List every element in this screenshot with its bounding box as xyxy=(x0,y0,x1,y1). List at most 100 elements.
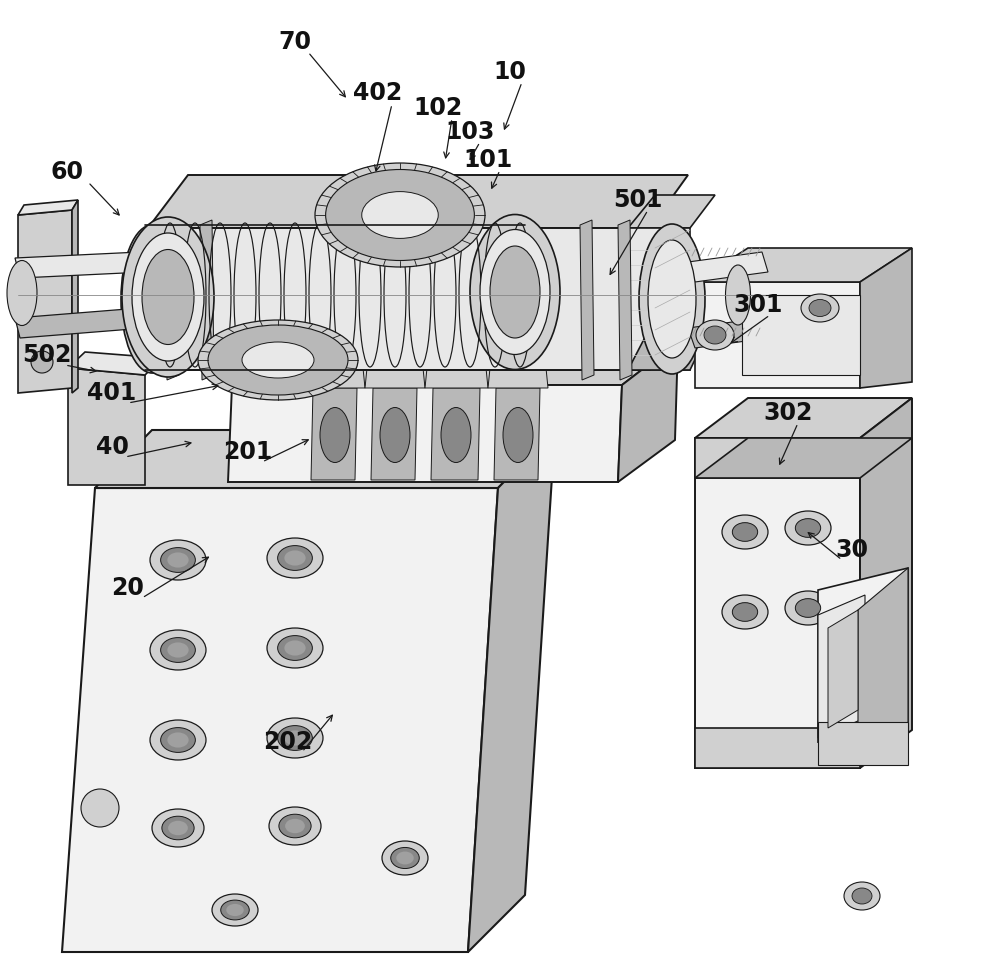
Ellipse shape xyxy=(150,720,206,760)
Polygon shape xyxy=(695,398,912,438)
Ellipse shape xyxy=(362,191,438,238)
Ellipse shape xyxy=(278,725,312,751)
Polygon shape xyxy=(688,252,768,282)
Text: 201: 201 xyxy=(223,440,273,464)
Ellipse shape xyxy=(285,819,305,834)
Ellipse shape xyxy=(267,628,323,668)
Polygon shape xyxy=(818,722,908,765)
Ellipse shape xyxy=(31,351,53,373)
Polygon shape xyxy=(165,220,179,380)
Text: 103: 103 xyxy=(445,120,495,144)
Ellipse shape xyxy=(132,233,204,361)
Ellipse shape xyxy=(121,225,183,373)
Polygon shape xyxy=(628,318,715,370)
Polygon shape xyxy=(95,430,555,488)
Ellipse shape xyxy=(142,250,194,345)
Polygon shape xyxy=(431,388,480,480)
Ellipse shape xyxy=(391,847,419,869)
Text: 401: 401 xyxy=(87,381,137,405)
Ellipse shape xyxy=(326,170,474,261)
Polygon shape xyxy=(488,348,548,388)
Polygon shape xyxy=(311,388,357,480)
Text: 40: 40 xyxy=(96,435,128,459)
Text: 301: 301 xyxy=(733,293,783,317)
Ellipse shape xyxy=(212,894,258,926)
Polygon shape xyxy=(148,238,628,362)
Text: 70: 70 xyxy=(278,30,312,54)
Polygon shape xyxy=(365,348,425,388)
Polygon shape xyxy=(695,438,860,478)
Ellipse shape xyxy=(150,630,206,670)
Ellipse shape xyxy=(722,515,768,549)
Polygon shape xyxy=(818,595,865,738)
Ellipse shape xyxy=(7,261,37,326)
Ellipse shape xyxy=(726,265,750,325)
Ellipse shape xyxy=(150,540,206,580)
Text: 20: 20 xyxy=(112,576,144,600)
Ellipse shape xyxy=(785,511,831,545)
Polygon shape xyxy=(618,220,632,380)
Polygon shape xyxy=(68,368,145,485)
Polygon shape xyxy=(618,342,678,482)
Ellipse shape xyxy=(284,730,306,746)
Ellipse shape xyxy=(167,642,189,658)
Polygon shape xyxy=(695,438,860,768)
Ellipse shape xyxy=(380,408,410,463)
Polygon shape xyxy=(628,195,715,228)
Polygon shape xyxy=(371,388,417,480)
Ellipse shape xyxy=(122,217,214,377)
Ellipse shape xyxy=(130,243,175,355)
Ellipse shape xyxy=(704,326,726,344)
Polygon shape xyxy=(425,348,488,388)
Polygon shape xyxy=(860,248,912,388)
Polygon shape xyxy=(305,348,365,388)
Text: 30: 30 xyxy=(836,538,868,562)
Text: 10: 10 xyxy=(494,60,526,84)
Ellipse shape xyxy=(161,727,195,752)
Text: 102: 102 xyxy=(413,96,463,120)
Ellipse shape xyxy=(844,882,880,910)
Text: 501: 501 xyxy=(613,188,663,212)
Ellipse shape xyxy=(162,816,194,839)
Polygon shape xyxy=(68,352,162,375)
Polygon shape xyxy=(580,220,594,380)
Ellipse shape xyxy=(278,546,312,570)
Polygon shape xyxy=(148,312,688,370)
Ellipse shape xyxy=(320,408,350,463)
Ellipse shape xyxy=(221,900,249,920)
Polygon shape xyxy=(695,248,912,282)
Ellipse shape xyxy=(161,548,195,572)
Ellipse shape xyxy=(284,640,306,656)
Ellipse shape xyxy=(490,246,540,338)
Polygon shape xyxy=(148,228,650,370)
Polygon shape xyxy=(72,200,78,393)
Polygon shape xyxy=(828,610,858,728)
Ellipse shape xyxy=(696,320,734,350)
Text: 302: 302 xyxy=(763,401,813,425)
Ellipse shape xyxy=(801,294,839,322)
Ellipse shape xyxy=(785,591,831,625)
Polygon shape xyxy=(695,728,860,768)
Ellipse shape xyxy=(267,538,323,578)
Text: 60: 60 xyxy=(50,160,84,184)
Polygon shape xyxy=(148,175,688,228)
Polygon shape xyxy=(695,438,912,478)
Ellipse shape xyxy=(267,718,323,758)
Polygon shape xyxy=(858,568,908,762)
Ellipse shape xyxy=(722,595,768,629)
Polygon shape xyxy=(15,308,145,338)
Polygon shape xyxy=(695,282,860,388)
Ellipse shape xyxy=(81,789,119,827)
Ellipse shape xyxy=(161,637,195,663)
Polygon shape xyxy=(228,385,622,482)
Polygon shape xyxy=(62,488,498,952)
Polygon shape xyxy=(18,210,72,393)
Ellipse shape xyxy=(809,300,831,316)
Text: 202: 202 xyxy=(263,730,313,754)
Ellipse shape xyxy=(315,163,485,267)
Ellipse shape xyxy=(278,635,312,661)
Ellipse shape xyxy=(208,325,348,395)
Ellipse shape xyxy=(279,814,311,837)
Ellipse shape xyxy=(198,320,358,400)
Polygon shape xyxy=(468,430,555,952)
